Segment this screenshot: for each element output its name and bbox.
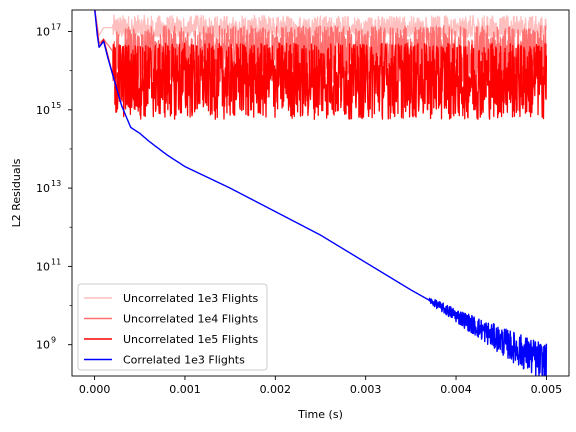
y-tick-exponent: 9 bbox=[51, 336, 56, 345]
y-tick-exponent: 11 bbox=[51, 257, 61, 266]
y-tick-exponent: 15 bbox=[51, 101, 61, 110]
x-tick-label: 0.001 bbox=[169, 383, 201, 396]
x-tick-label: 0.000 bbox=[79, 383, 111, 396]
y-axis-label: L2 Residuals bbox=[10, 158, 23, 227]
y-tick-label: 10 bbox=[36, 104, 50, 117]
x-axis-label: Time (s) bbox=[297, 408, 343, 421]
x-tick-label: 0.003 bbox=[350, 383, 382, 396]
series-line-3 bbox=[94, 10, 548, 120]
legend-label-2: Uncorrelated 1e4 Flights bbox=[123, 313, 259, 326]
x-tick-label: 0.004 bbox=[440, 383, 472, 396]
x-tick-label: 0.002 bbox=[260, 383, 292, 396]
legend-box bbox=[77, 283, 268, 371]
y-tick-label: 10 bbox=[36, 260, 50, 273]
legend-label-1: Uncorrelated 1e3 Flights bbox=[123, 292, 259, 305]
plot-frame bbox=[71, 9, 570, 377]
x-axis: 0.000 0.001 0.002 0.003 0.004 0.005 bbox=[79, 376, 562, 396]
y-tick-label: 10 bbox=[36, 339, 50, 352]
x-tick-label: 0.005 bbox=[531, 383, 563, 396]
y-tick-exponent: 17 bbox=[51, 23, 61, 32]
series-layer bbox=[94, 10, 548, 376]
legend-label-3: Uncorrelated 1e5 Flights bbox=[123, 333, 259, 346]
legend: Uncorrelated 1e3 Flights Uncorrelated 1e4… bbox=[77, 283, 268, 371]
series-line-4 bbox=[94, 10, 548, 376]
y-tick-label: 10 bbox=[36, 26, 50, 39]
series-line-1 bbox=[94, 10, 548, 39]
y-tick-label: 10 bbox=[36, 182, 50, 195]
legend-label-4: Correlated 1e3 Flights bbox=[123, 354, 245, 367]
y-tick-exponent: 13 bbox=[51, 179, 61, 188]
